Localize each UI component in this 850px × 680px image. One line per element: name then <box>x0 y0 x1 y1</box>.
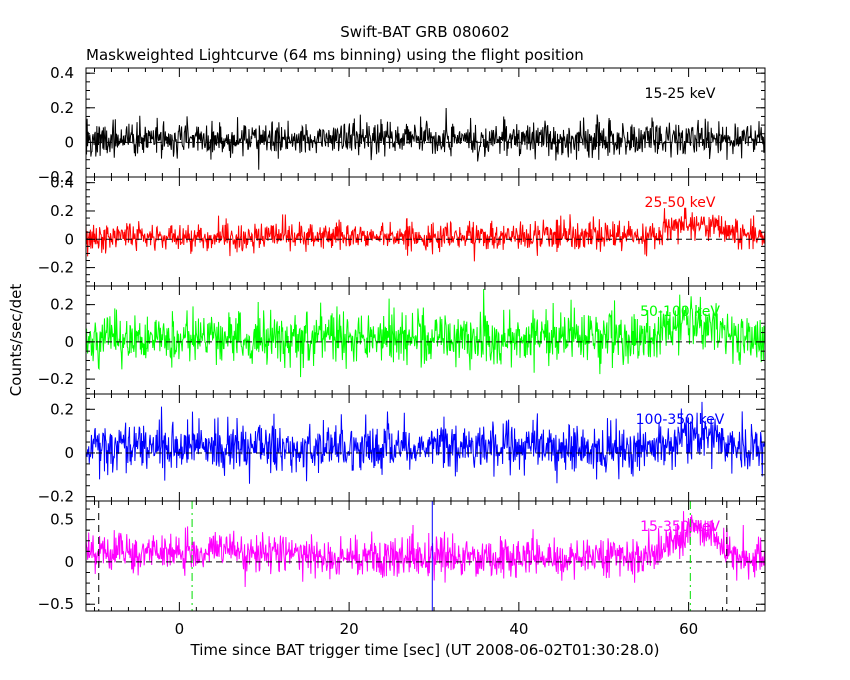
x-tick-label: 40 <box>509 620 528 638</box>
y-tick-label: −0.2 <box>38 168 74 186</box>
panel-frame <box>85 500 766 612</box>
lightcurve-0 <box>86 107 765 170</box>
y-axis-label: Counts/sec/det <box>7 284 25 397</box>
y-tick-label: 0.2 <box>50 99 74 117</box>
lightcurve-4 <box>86 511 765 587</box>
y-tick-label: 0.4 <box>50 174 74 192</box>
y-tick-label: −0.2 <box>38 370 74 388</box>
chart-title: Swift-BAT GRB 080602 <box>340 23 509 41</box>
y-tick-label: 0.2 <box>50 400 74 418</box>
y-tick-label: 0 <box>64 133 74 151</box>
band-label: 15-25 keV <box>645 86 716 102</box>
y-tick-label: 0.5 <box>50 511 74 529</box>
band-label: 100-350 keV <box>636 412 725 428</box>
band-label: 15-350 keV <box>640 519 720 535</box>
y-tick-label: 0.4 <box>50 64 74 82</box>
y-tick-label: −0.2 <box>38 488 74 506</box>
lightcurve-1 <box>86 207 765 262</box>
band-label: 50-100 keV <box>640 304 720 320</box>
x-tick-label: 60 <box>679 620 698 638</box>
y-tick-label: 0.2 <box>50 202 74 220</box>
x-tick-label: 0 <box>175 620 185 638</box>
y-tick-label: 0 <box>64 230 74 248</box>
lightcurve-3 <box>86 401 765 484</box>
y-tick-label: 0.2 <box>50 296 74 314</box>
y-tick-label: −0.2 <box>38 259 74 277</box>
chart-subtitle: Maskweighted Lightcurve (64 ms binning) … <box>86 46 584 64</box>
x-tick-label: 20 <box>340 620 359 638</box>
y-tick-label: 0 <box>64 333 74 351</box>
y-tick-label: −0.5 <box>38 595 74 613</box>
y-tick-label: 0 <box>64 444 74 462</box>
panels-group: −0.2 0 0.2 0.4 15-25 keV −0.2 0 0.2 0.4 25-50 keV… <box>38 64 766 638</box>
y-tick-label: 0 <box>64 553 74 571</box>
lightcurve-2 <box>86 289 765 378</box>
x-axis-label: Time since BAT trigger time [sec] (UT 20… <box>190 641 660 659</box>
band-label: 25-50 keV <box>645 195 716 211</box>
